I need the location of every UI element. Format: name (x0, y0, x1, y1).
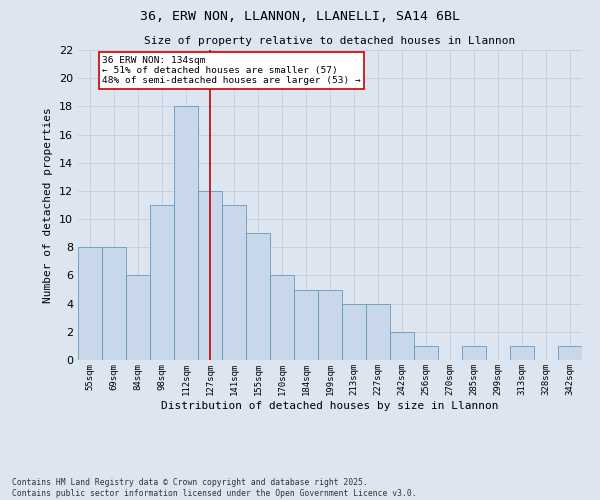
Bar (150, 205, 174, 360)
Bar (102, 248, 126, 360)
Bar (558, 346, 582, 360)
Text: Contains HM Land Registry data © Crown copyright and database right 2025.
Contai: Contains HM Land Registry data © Crown c… (12, 478, 416, 498)
Bar (78, 248, 102, 360)
Bar (390, 332, 414, 360)
Bar (462, 346, 486, 360)
Bar (318, 290, 342, 360)
Bar (414, 346, 438, 360)
Bar (198, 191, 222, 360)
X-axis label: Distribution of detached houses by size in Llannon: Distribution of detached houses by size … (161, 400, 499, 410)
Title: Size of property relative to detached houses in Llannon: Size of property relative to detached ho… (145, 36, 515, 46)
Bar (174, 106, 198, 360)
Bar (366, 304, 390, 360)
Text: 36, ERW NON, LLANNON, LLANELLI, SA14 6BL: 36, ERW NON, LLANNON, LLANELLI, SA14 6BL (140, 10, 460, 23)
Bar (222, 205, 246, 360)
Bar (294, 290, 318, 360)
Text: 36 ERW NON: 134sqm
← 51% of detached houses are smaller (57)
48% of semi-detache: 36 ERW NON: 134sqm ← 51% of detached hou… (102, 56, 361, 86)
Bar (510, 346, 534, 360)
Bar (126, 276, 150, 360)
Y-axis label: Number of detached properties: Number of detached properties (43, 107, 53, 303)
Bar (342, 304, 366, 360)
Bar (246, 233, 270, 360)
Bar (270, 276, 294, 360)
